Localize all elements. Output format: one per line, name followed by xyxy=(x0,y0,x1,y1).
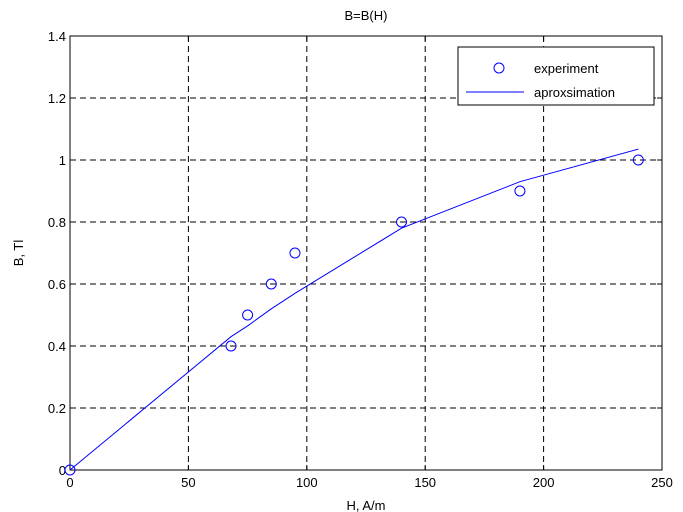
data-point-experiment xyxy=(514,185,526,197)
data-point-experiment xyxy=(64,464,76,476)
legend: experiment aproxsimation xyxy=(457,46,655,106)
y-tick-label: 1.2 xyxy=(48,91,66,106)
ticks: 0 50 100 150 200 250 0 0.2 0.4 0.6 0.8 1 1.2 1.4 xyxy=(48,29,673,490)
plot-area xyxy=(70,36,662,470)
series-line-aproxsimation xyxy=(69,148,639,471)
data-point-experiment xyxy=(242,309,254,321)
y-tick-label: 0.4 xyxy=(48,339,66,354)
x-tick-label: 50 xyxy=(181,475,195,490)
chart-title: B=B(H) xyxy=(345,8,388,23)
axes-box xyxy=(69,35,663,471)
series-markers xyxy=(64,154,644,476)
x-tick-label: 0 xyxy=(66,475,73,490)
x-tick-label: 150 xyxy=(414,475,436,490)
y-tick-label: 1.4 xyxy=(48,29,66,44)
y-axis-label: B, Tl xyxy=(11,240,26,267)
data-point-experiment xyxy=(289,247,301,259)
y-tick-label: 1 xyxy=(59,153,66,168)
x-axis-label: H, A/m xyxy=(346,498,385,512)
y-tick-label: 0.2 xyxy=(48,401,66,416)
legend-label-aproxsimation: aproxsimation xyxy=(534,85,615,100)
x-tick-label: 250 xyxy=(651,475,673,490)
series-lines xyxy=(69,148,639,471)
legend-marker-experiment xyxy=(493,62,505,74)
x-tick-label: 200 xyxy=(533,475,555,490)
y-tick-label: 0 xyxy=(59,463,66,478)
grid xyxy=(70,36,662,470)
legend-box xyxy=(457,46,655,106)
data-point-experiment xyxy=(265,278,277,290)
y-tick-label: 0.6 xyxy=(48,277,66,292)
data-point-experiment xyxy=(225,340,237,352)
data-point-experiment xyxy=(396,216,408,228)
legend-label-experiment: experiment xyxy=(534,61,599,76)
y-tick-label: 0.8 xyxy=(48,215,66,230)
x-tick-label: 100 xyxy=(296,475,318,490)
data-point-experiment xyxy=(632,154,644,166)
